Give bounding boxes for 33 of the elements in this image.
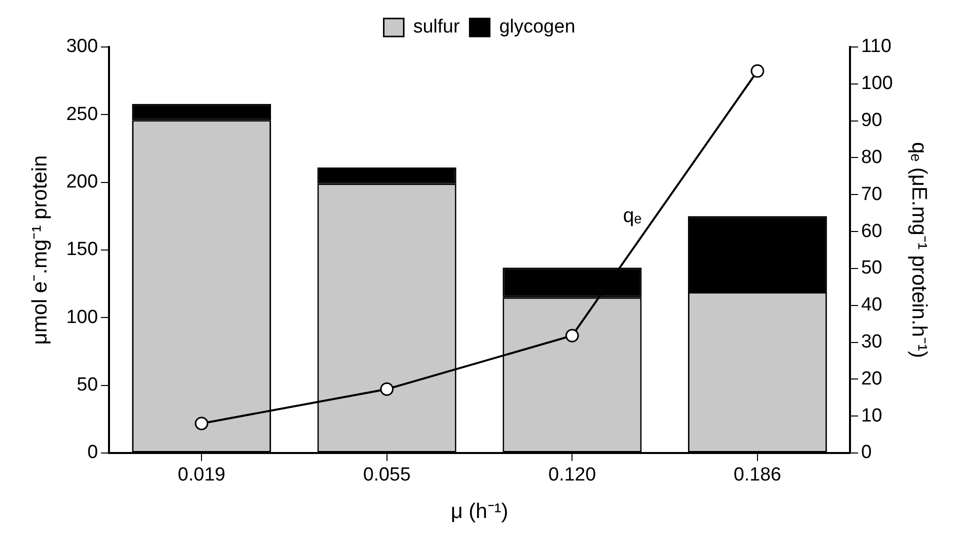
- y2-tick-label: 60: [861, 220, 882, 242]
- y-tick-label: 300: [66, 36, 98, 58]
- y-tick-label: 100: [66, 306, 98, 328]
- point: [565, 328, 579, 342]
- y2-tick-label: 80: [861, 146, 882, 168]
- y-tick-label: 200: [66, 172, 98, 193]
- y2-tick-label: 30: [861, 332, 882, 353]
- point: [194, 416, 208, 430]
- x-tick-label: 0.055: [363, 464, 411, 486]
- y2-tick-label: 100: [861, 73, 893, 94]
- x-tick-label: 0.120: [548, 464, 596, 486]
- x-tick-label: 0.186: [734, 464, 782, 486]
- y2-tick-label: 90: [861, 110, 882, 132]
- legend-label: glycogen: [499, 16, 576, 38]
- y-tick-label: 0: [87, 442, 98, 464]
- y2-tick-label: 110: [861, 36, 892, 58]
- y2-tick-label: 0: [861, 442, 872, 464]
- y2-axis-title: qₑ (μE.mg⁻¹ protein.h⁻¹): [908, 142, 931, 358]
- point: [380, 382, 394, 396]
- legend-label: sulfur: [413, 16, 460, 38]
- y2-tick-label: 70: [861, 184, 882, 205]
- y2-tick-label: 10: [861, 405, 882, 426]
- y-tick-label: 50: [76, 374, 98, 396]
- y-tick-label: 150: [66, 239, 98, 260]
- x-axis-title: μ (h⁻¹): [450, 500, 508, 524]
- x-tick-label: 0.019: [178, 464, 226, 486]
- y2-tick-label: 40: [861, 294, 882, 316]
- y-axis-title: μmol e⁻.mg⁻¹ protein: [28, 155, 52, 345]
- y2-tick-label: 50: [861, 258, 882, 279]
- series-label: qₑ: [622, 205, 642, 228]
- y-tick-label: 250: [66, 104, 98, 125]
- point: [750, 64, 764, 78]
- y2-tick-label: 20: [861, 368, 882, 390]
